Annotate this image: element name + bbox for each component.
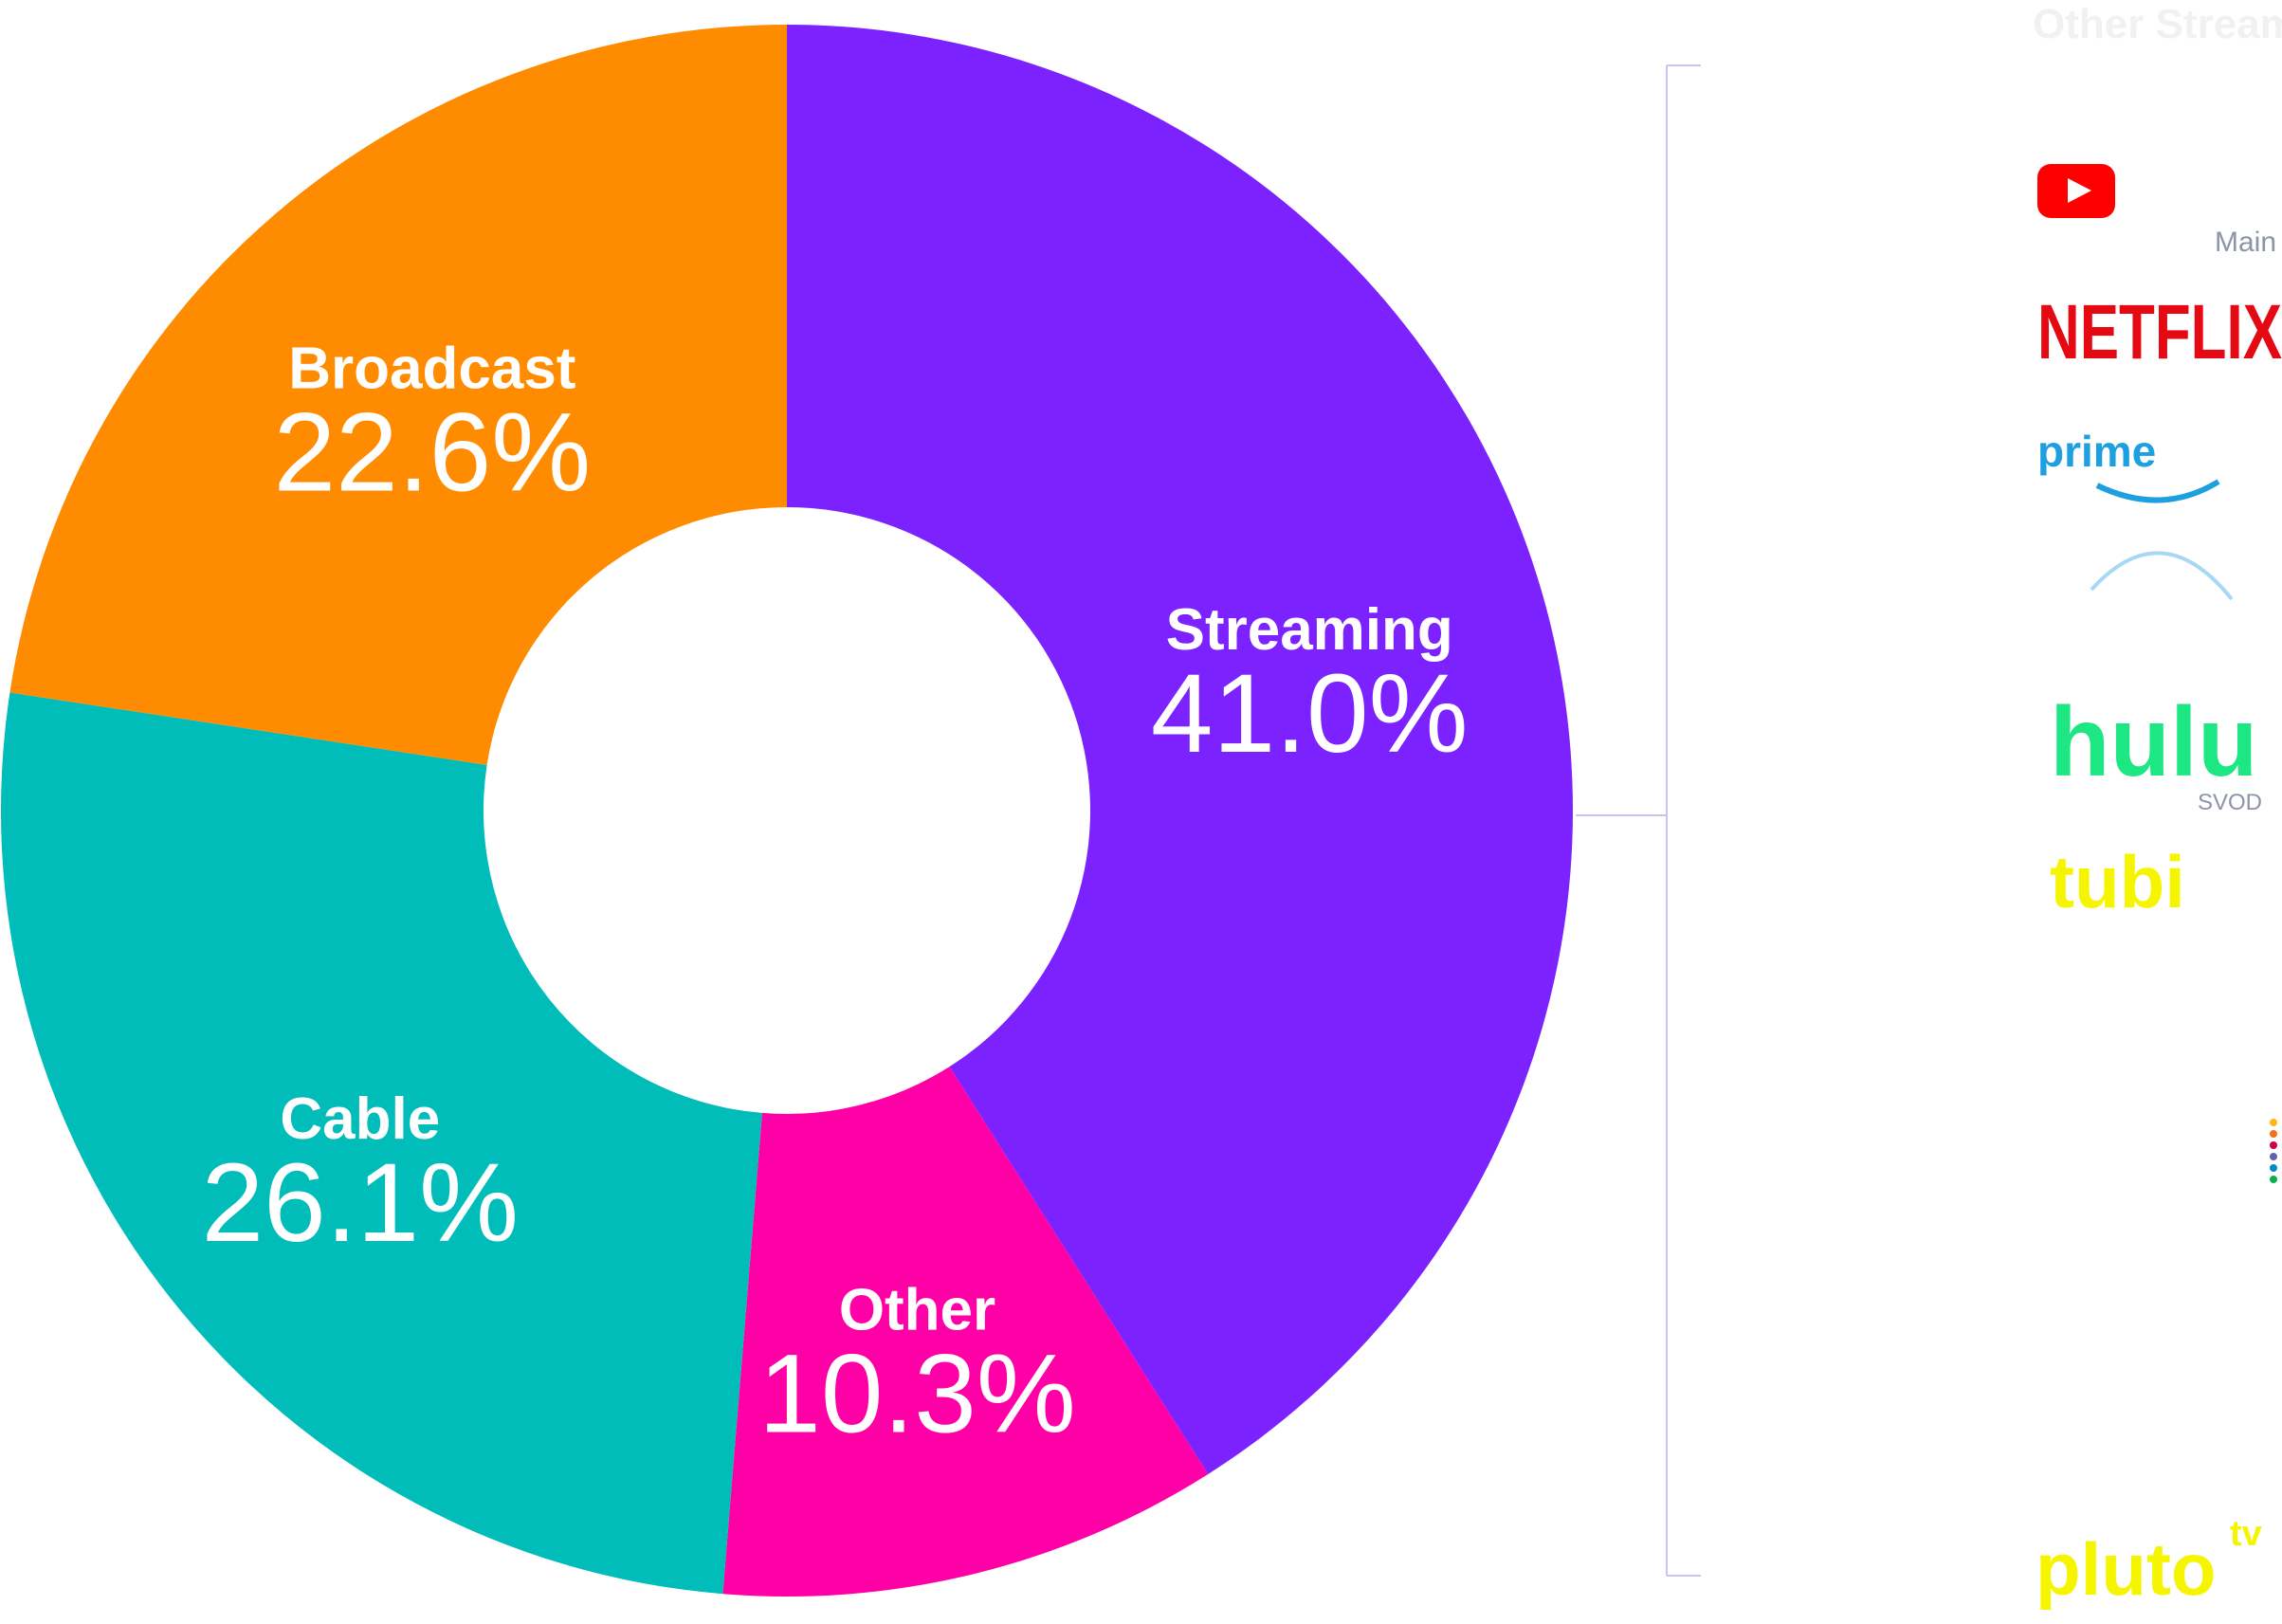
slice-name: Cable [280,1086,440,1152]
slice-value: 41.0% [1151,651,1469,776]
dot [2270,1164,2277,1172]
youtube-play [2068,178,2091,203]
peacock-dots [2270,1119,2277,1183]
tubi-logo: tubi [2050,840,2185,923]
bracket [1576,64,1701,1577]
slice-name: Broadcast [288,337,575,402]
netflix-logo: NETFLIX [2037,289,2282,375]
streaming-panel: Other Streaming Main NETFLIX prime hulu … [2033,1,2282,1611]
dot [2270,1119,2277,1126]
slice-name: Streaming [1166,597,1453,663]
slice-value: 10.3% [758,1331,1076,1456]
brand-label: Main [2215,227,2276,258]
slice [1,692,762,1595]
slice [9,25,787,765]
slices [1,25,1573,1597]
pluto-tv: tv [2230,1514,2262,1554]
dot [2270,1130,2277,1138]
hulu-logo: hulu [2050,687,2257,797]
slice-value: 26.1% [201,1140,519,1266]
brand-label: SVOD [2198,790,2262,815]
pluto-logo: pluto [2036,1527,2217,1611]
arc-logo [2090,551,2234,601]
prime-smile [2095,479,2220,503]
slice [722,1067,1209,1597]
dot [2270,1153,2277,1160]
prime-logo: prime [2037,427,2156,476]
slice-value: 22.6% [274,391,592,516]
panel-title: Other Streaming [2033,1,2282,47]
dot [2270,1176,2277,1183]
dot [2270,1141,2277,1149]
slice [787,25,1573,1474]
slice-name: Other [839,1277,995,1342]
